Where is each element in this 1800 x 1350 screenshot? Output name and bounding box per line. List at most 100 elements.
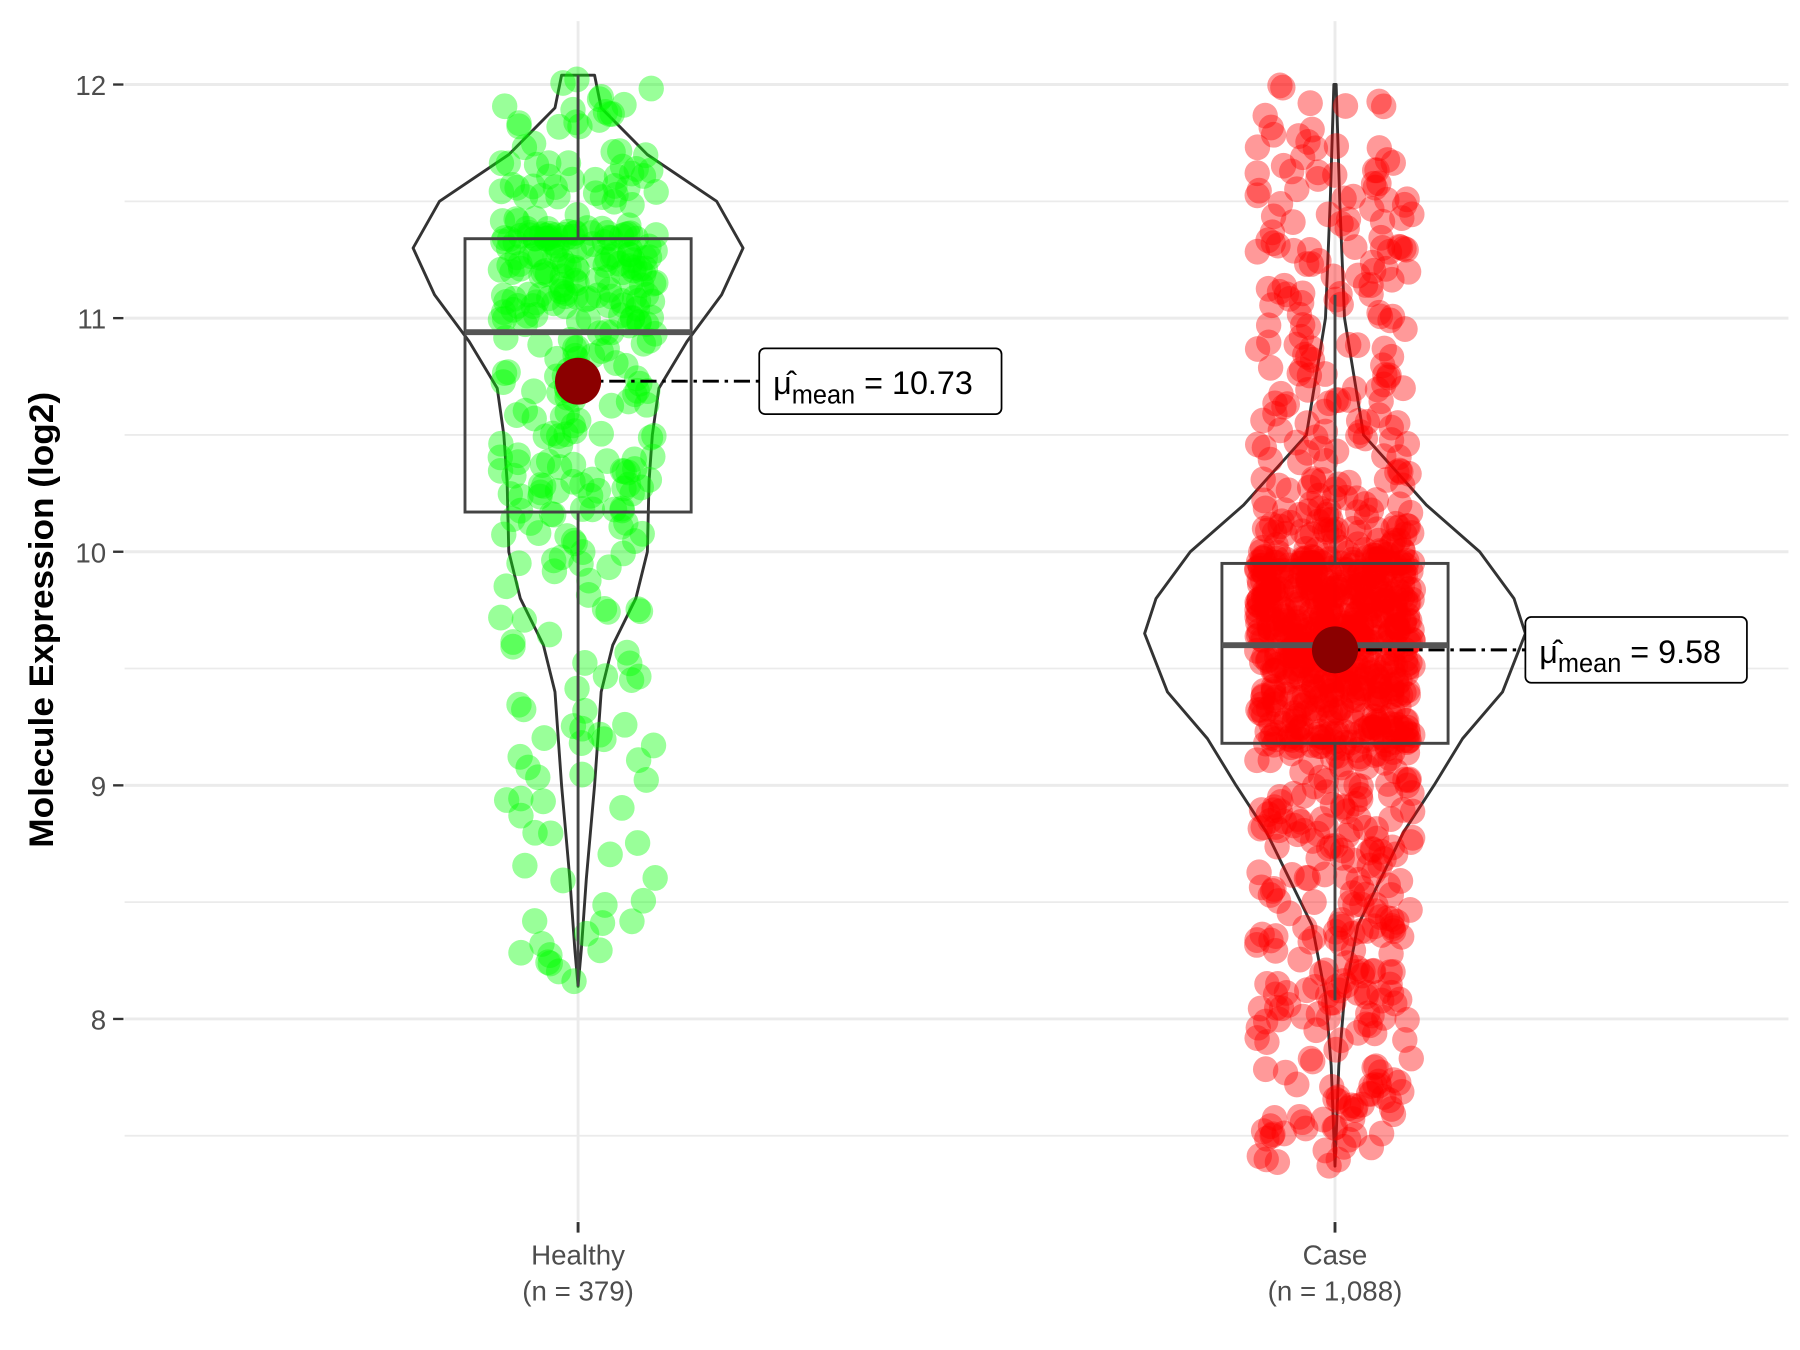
data-point [529,931,555,957]
data-point [1266,472,1292,499]
data-point [1316,704,1342,731]
data-point [505,442,531,469]
data-point [1339,552,1365,579]
data-point [527,281,554,308]
mean-point [1311,626,1359,674]
data-point [1352,491,1378,517]
data-point [1353,918,1380,944]
data-point [1367,538,1393,564]
data-point [1384,585,1410,612]
data-point [1394,602,1421,629]
data-point [1244,927,1270,953]
data-point [1399,824,1426,851]
data-point [1263,719,1289,746]
data-point [500,633,526,660]
data-point [1364,613,1391,640]
data-point [521,378,547,405]
data-point [546,958,572,985]
data-point [1339,697,1366,724]
data-point [516,281,542,308]
data-point [508,785,534,812]
data-point [548,278,574,305]
data-point [1383,602,1409,628]
data-point [1247,699,1273,726]
data-point [1343,772,1369,799]
data-point [1316,560,1343,586]
data-point [1295,569,1321,596]
data-point [1339,546,1366,573]
data-point [1350,675,1377,702]
data-point [1363,573,1389,600]
data-point [1366,1072,1392,1099]
data-point [532,423,558,450]
data-point [1325,742,1351,769]
data-point [496,252,522,279]
data-point [1384,681,1411,708]
data-point [1317,672,1343,699]
data-point [1267,72,1293,99]
data-point [1319,744,1346,771]
data-point [1302,568,1329,595]
data-point [1345,531,1371,558]
data-point [1284,821,1311,848]
data-point [1347,419,1374,445]
data-point [1384,671,1410,698]
data-point [1343,575,1370,602]
data-point [1360,257,1387,284]
data-point [1263,923,1289,949]
data-point [561,968,587,995]
data-point [1319,677,1346,703]
data-point [627,370,653,397]
data-point [1353,983,1379,1010]
data-point [1264,620,1291,647]
data-point [1315,1004,1342,1031]
data-point [1372,548,1399,575]
data-point [1324,582,1350,608]
data-point [1287,449,1313,476]
data-point [618,269,644,296]
data-point [591,595,618,622]
data-point [1250,466,1276,493]
data-point [1361,685,1387,712]
data-point [1353,1011,1379,1038]
data-point [598,283,625,310]
data-point [1244,134,1271,161]
data-point [594,335,620,362]
data-point [1285,123,1312,149]
data-point [536,163,562,190]
data-point [608,302,634,329]
data-point [637,424,664,451]
data-point [1303,722,1329,748]
data-point [1269,595,1296,622]
data-point [1382,718,1409,745]
data-point [489,208,516,234]
data-point [493,787,520,813]
data-point [1245,610,1271,636]
data-point [1392,521,1418,548]
data-point [1355,566,1381,593]
data-point [1399,586,1425,613]
data-point [551,221,578,248]
data-point [1365,709,1391,736]
data-point [566,407,592,434]
data-point [1368,659,1394,686]
data-point [1294,410,1320,437]
data-point [1262,981,1289,1008]
data-point [1350,589,1376,616]
data-point [1375,771,1401,797]
data-point [1372,584,1398,610]
data-point [1372,749,1398,776]
data-point [1336,331,1362,358]
data-point [1343,612,1370,639]
data-point [1269,508,1295,535]
data-point [1366,299,1392,326]
data-point [1264,651,1291,678]
data-point [1287,616,1313,643]
data-point [1338,816,1364,843]
data-point [1298,661,1324,688]
data-point [602,173,628,199]
data-point [504,208,531,234]
data-point [1346,560,1372,586]
data-point [1252,1008,1279,1035]
data-point [1333,674,1360,700]
